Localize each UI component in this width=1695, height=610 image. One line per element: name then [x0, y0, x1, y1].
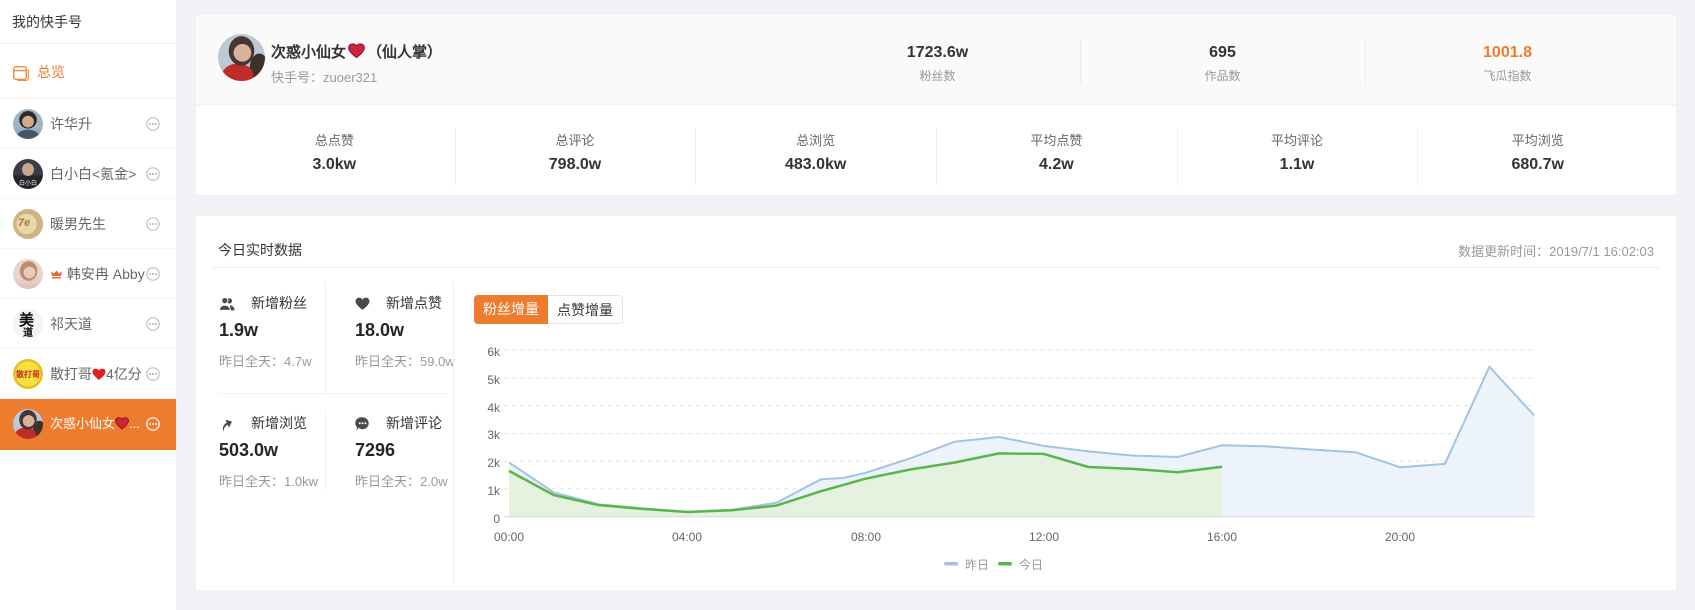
- svg-text:12:00: 12:00: [1029, 530, 1059, 544]
- svg-text:04:00: 04:00: [672, 530, 702, 544]
- svg-text:1k: 1k: [487, 484, 501, 498]
- svg-text:今日: 今日: [1019, 557, 1043, 572]
- svg-text:2k: 2k: [487, 456, 501, 470]
- svg-text:08:00: 08:00: [851, 530, 881, 544]
- svg-text:5k: 5k: [487, 373, 501, 387]
- svg-text:6k: 6k: [487, 345, 501, 359]
- svg-text:3k: 3k: [487, 428, 501, 442]
- svg-text:00:00: 00:00: [494, 530, 524, 544]
- svg-text:0: 0: [493, 512, 500, 526]
- svg-text:20:00: 20:00: [1385, 530, 1415, 544]
- svg-text:4k: 4k: [487, 401, 501, 415]
- svg-text:昨日: 昨日: [965, 558, 989, 572]
- svg-text:16:00: 16:00: [1207, 530, 1237, 544]
